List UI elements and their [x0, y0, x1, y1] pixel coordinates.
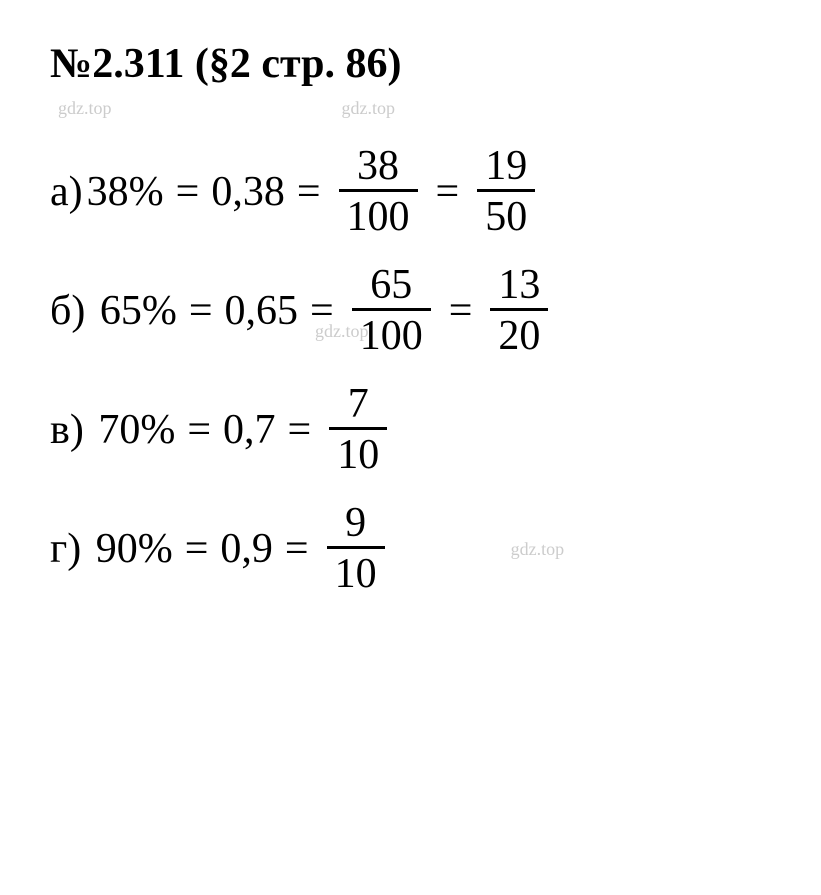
equals-icon: =: [297, 171, 321, 213]
exercise-title: №2.311 (§2 стр. 86): [50, 40, 771, 88]
label-c: в): [50, 409, 84, 451]
fraction-c: 7 10: [329, 383, 387, 476]
decimal-b: 0,65: [225, 290, 299, 332]
line-b: б) 65% = 0,65 gdz.top = 65 100 = 13 20: [50, 264, 771, 357]
numerator: 7: [340, 383, 377, 427]
fraction-a2: 19 50: [477, 145, 535, 238]
decimal-d: 0,9: [220, 528, 273, 570]
denominator: 10: [327, 546, 385, 595]
fraction-d: 9 10: [327, 502, 385, 595]
denominator: 10: [329, 427, 387, 476]
fraction-b2: 13 20: [490, 264, 548, 357]
equals-icon: =: [285, 528, 309, 570]
equals-icon: =: [185, 528, 209, 570]
percent-c: 70%: [98, 409, 175, 451]
decimal-a: 0,38: [211, 171, 285, 213]
label-a: а): [50, 171, 83, 213]
percent-a: 38%: [87, 171, 164, 213]
numerator: 13: [490, 264, 548, 308]
watermark-bottom: gdz.top: [511, 540, 565, 558]
denominator: 20: [490, 308, 548, 357]
line-d: г) 90% = 0,9 = 9 10 gdz.top: [50, 502, 771, 595]
watermark-row-top: gdz.top gdz.top: [50, 98, 771, 119]
numerator: 19: [477, 145, 535, 189]
equals-icon: =: [288, 409, 312, 451]
watermark-top-right: gdz.top: [342, 98, 396, 119]
numerator: 9: [337, 502, 374, 546]
line-a: а) 38% = 0,38 = 38 100 = 19 50: [50, 145, 771, 238]
watermark-mid: gdz.top: [315, 322, 369, 340]
label-b: б): [50, 290, 85, 332]
watermark-top-left: gdz.top: [58, 98, 112, 119]
equals-icon: =: [187, 409, 211, 451]
equals-icon: =: [189, 290, 213, 332]
decimal-c: 0,7: [223, 409, 276, 451]
equals-icon: =: [436, 171, 460, 213]
numerator: 65: [362, 264, 420, 308]
fraction-a1: 38 100: [339, 145, 418, 238]
denominator: 50: [477, 189, 535, 238]
equals-icon: =: [449, 290, 473, 332]
percent-d: 90%: [96, 528, 173, 570]
fraction-b1: 65 100: [352, 264, 431, 357]
equals-icon: =: [176, 171, 200, 213]
numerator: 38: [349, 145, 407, 189]
label-d: г): [50, 528, 81, 570]
denominator: 100: [339, 189, 418, 238]
line-c: в) 70% = 0,7 = 7 10: [50, 383, 771, 476]
percent-b: 65%: [100, 290, 177, 332]
